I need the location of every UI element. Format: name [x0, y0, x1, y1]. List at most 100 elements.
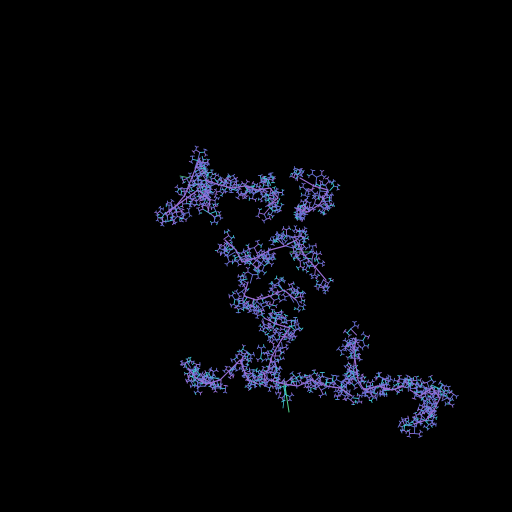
fractal-twig: [248, 247, 255, 250]
fractal-twig: [204, 381, 209, 383]
fractal-twig: [425, 387, 428, 390]
fractal-spine: [283, 383, 299, 387]
fractal-twig: [302, 217, 305, 220]
fractal-spine: [207, 199, 211, 213]
fractal-twig: [382, 383, 387, 386]
fractal-twig: [346, 328, 352, 334]
fractal-twig: [252, 264, 258, 269]
fractal-twig: [293, 176, 297, 180]
fractal-twig: [356, 369, 359, 371]
fractal-twig: [271, 309, 274, 314]
fractal-twig: [357, 324, 360, 327]
fractal-twig: [246, 354, 250, 358]
fractal-twig: [220, 178, 223, 182]
fractal-twig: [440, 390, 442, 395]
fractal-twig: [241, 344, 245, 347]
fractal-twig: [225, 181, 228, 184]
fractal-twig: [304, 233, 307, 236]
fractal-twig: [274, 350, 277, 359]
fractal-twig: [275, 233, 278, 235]
fractal-twig: [203, 185, 207, 189]
fractal-twig: [239, 276, 242, 281]
fractal-spine: [205, 379, 221, 385]
fractal-twig: [271, 361, 276, 364]
fractal-twig: [344, 398, 347, 401]
fractal-twig: [261, 365, 265, 368]
fractal-twig: [264, 193, 267, 197]
fractal-twig: [315, 195, 320, 197]
fractal-twig: [264, 331, 268, 333]
fractal-twig: [194, 392, 197, 396]
fractal-twig: [294, 246, 298, 250]
fractal-twig: [330, 204, 334, 206]
fractal-twig: [320, 211, 322, 215]
fractal-twig: [297, 305, 300, 310]
fractal-twig: [289, 175, 292, 178]
fractal-spine: [164, 189, 199, 215]
fractal-twig: [404, 377, 407, 380]
fractal-twig: [443, 389, 450, 392]
fractal-twig: [440, 387, 445, 392]
fractal-spine: [224, 239, 237, 251]
fractal-twig: [331, 378, 334, 383]
fractal-twig: [203, 151, 207, 156]
fractal-twig: [232, 363, 238, 371]
fractal-twig: [419, 429, 422, 433]
fractal-twig: [201, 159, 205, 163]
fractal-twig: [272, 321, 277, 329]
fractal-twig: [246, 248, 250, 252]
fractal-twig: [298, 257, 301, 260]
fractal-twig: [265, 385, 271, 389]
fractal-twig: [337, 348, 342, 352]
fractal-twig: [238, 353, 244, 357]
fractal-twig: [274, 192, 277, 194]
fractal-twig: [345, 385, 347, 387]
fractal-twig: [266, 326, 270, 330]
fractal-twig: [387, 384, 391, 386]
fractal-twig: [331, 381, 335, 384]
fractal-twig: [328, 286, 331, 288]
fractal-twig: [316, 283, 322, 286]
fractal-twig: [414, 390, 417, 394]
fractal-twig: [262, 184, 265, 189]
fractal-twig: [344, 340, 348, 342]
fractal-twig: [243, 376, 246, 379]
fractal-twig: [193, 362, 198, 365]
fractal-twig: [345, 398, 347, 402]
fractal-twig: [209, 210, 217, 215]
fractal-twig: [299, 230, 304, 232]
fractal-twig: [313, 197, 317, 200]
fractal-twig: [280, 314, 282, 318]
fractal-twig: [326, 193, 330, 197]
fractal-twig: [289, 295, 295, 303]
fractal-twig: [226, 231, 230, 237]
fractal-twig: [252, 190, 262, 195]
fractal-twig: [268, 340, 271, 343]
fractal-twig: [189, 197, 193, 200]
fractal-twig: [421, 381, 428, 384]
fractal-twig: [297, 169, 300, 171]
fractal-twig: [255, 270, 259, 272]
fractal-twig: [408, 421, 414, 424]
fractal-twig: [263, 193, 266, 197]
fractal-twig: [241, 285, 245, 287]
fractal-twig: [272, 331, 278, 336]
fractal-twig: [303, 226, 306, 229]
fractal-twig: [268, 336, 270, 341]
fractal-twig: [267, 353, 274, 357]
fractal-twig: [272, 214, 275, 217]
fractal-twig: [254, 270, 258, 273]
fractal-twig: [217, 210, 220, 214]
fractal-twig: [193, 149, 197, 153]
fractal-twig: [307, 236, 309, 239]
fractal-twig: [311, 190, 315, 195]
fractal-twig: [272, 178, 276, 180]
cluster-upper-right: [289, 166, 341, 222]
fractal-twig: [321, 174, 325, 178]
fractal-twig: [277, 279, 283, 284]
fractal-twig: [308, 173, 313, 177]
fractal-twig: [177, 205, 180, 208]
fractal-twig: [317, 202, 326, 208]
fractal-twig: [443, 394, 447, 397]
fractal-twig: [346, 332, 350, 336]
